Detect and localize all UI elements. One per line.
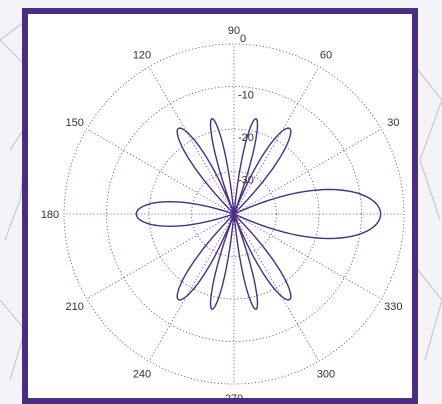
pattern-lobe (176, 213, 235, 301)
pattern-lobe (233, 213, 292, 301)
angle-tick-label: 330 (384, 301, 402, 313)
pattern-lobe (176, 127, 235, 215)
pattern-lobe (135, 200, 237, 228)
angle-tick-label: 60 (320, 50, 332, 62)
grid-spoke-10 (233, 213, 320, 362)
angle-tick-label: 150 (65, 117, 83, 129)
angle-tick-label: 180 (41, 209, 59, 221)
grid-circle-3 (191, 171, 277, 257)
polar-plot: 0306090120150180210240270300330 0-10-20-… (41, 25, 405, 398)
pattern-lobe (209, 213, 235, 310)
angle-tick-label: 240 (133, 368, 151, 380)
grid-spoke-1 (233, 128, 382, 215)
angle-tick-label: 30 (387, 117, 399, 129)
radial-tick-label: -20 (238, 132, 254, 144)
grid-spoke-7 (86, 213, 235, 300)
radial-tick-label: -10 (238, 90, 254, 102)
grid-spoke-11 (233, 213, 382, 300)
pattern-lobe (209, 118, 235, 215)
grid-circle-0 (63, 43, 405, 385)
grid-spoke-5 (86, 128, 235, 215)
angle-tick-label: 270 (225, 393, 243, 398)
radial-tick-label: 0 (240, 33, 246, 45)
pattern-lobe (233, 118, 259, 215)
pattern-trace (135, 118, 382, 310)
grid-circle-1 (106, 86, 362, 342)
pattern-lobe (233, 213, 259, 310)
grid-spoke-8 (148, 213, 235, 362)
polar-grid (63, 43, 405, 385)
chart-frame: 0306090120150180210240270300330 0-10-20-… (22, 8, 418, 404)
angle-tick-label: 210 (65, 301, 83, 313)
angle-tick-label: 300 (317, 368, 335, 380)
angle-tick-labels: 0 30 60 90 120 150 180 210 240 270 300 330 (41, 25, 403, 398)
pattern-lobe (232, 188, 382, 240)
angle-tick-label: 120 (133, 50, 151, 62)
pattern-lobe (233, 127, 292, 215)
angle-tick-label: 90 (228, 25, 240, 37)
